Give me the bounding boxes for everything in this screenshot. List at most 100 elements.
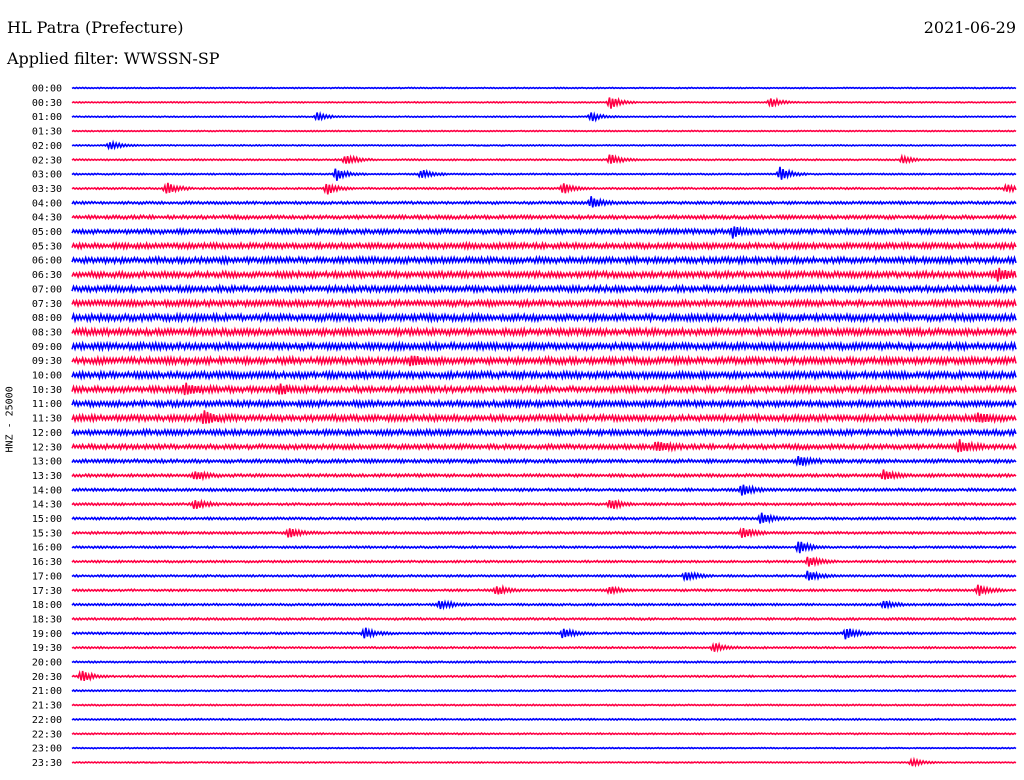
tick-label: 07:00 (32, 284, 62, 295)
trace-row-1400 (71, 484, 1017, 496)
trace-row-2000 (71, 660, 1017, 665)
trace-row-0830 (71, 325, 1017, 339)
trace-row-2200 (71, 717, 1017, 722)
tick-label: 12:30 (32, 442, 62, 453)
tick-label: 05:00 (32, 227, 62, 238)
trace-row-1130 (71, 410, 1017, 425)
trace-row-0800 (71, 311, 1017, 324)
trace-row-1100 (71, 398, 1017, 410)
trace-row-0630 (71, 267, 1017, 282)
tick-label: 07:30 (32, 299, 62, 310)
tick-label-group: 00:00 00:30 01:00 01:30 02:00 02:30 03:00 03:30… (32, 84, 62, 769)
trace-row-1230 (71, 439, 1017, 453)
trace-row-2300 (71, 746, 1017, 750)
trace-row-1730 (71, 583, 1017, 596)
tick-label: 14:00 (32, 485, 62, 496)
tick-label: 22:00 (32, 715, 62, 726)
trace-row-1830 (71, 616, 1017, 622)
tick-label: 18:30 (32, 614, 62, 625)
trace-row-2030 (71, 669, 1017, 682)
tick-label: 16:00 (32, 543, 62, 554)
tick-label: 10:00 (32, 371, 62, 382)
trace-row-2100 (71, 688, 1017, 693)
tick-label: 00:00 (32, 84, 62, 95)
tick-label: 11:00 (32, 399, 62, 410)
tick-label: 09:00 (32, 342, 62, 353)
tick-label: 17:00 (32, 571, 62, 582)
trace-row-2230 (71, 732, 1017, 736)
tick-label: 01:00 (32, 112, 62, 123)
trace-row-1030 (71, 382, 1017, 396)
tick-label: 08:30 (32, 327, 62, 338)
trace-row-0400 (71, 196, 1017, 208)
trace-row-1300 (71, 456, 1017, 468)
trace-row-0600 (71, 254, 1017, 266)
trace-row-1500 (71, 512, 1017, 525)
tick-label: 19:00 (32, 629, 62, 640)
trace-row-0230 (71, 153, 1017, 165)
tick-label: 20:30 (32, 672, 62, 683)
tick-label: 20:00 (32, 658, 62, 669)
record-date: 2021-06-29 (923, 18, 1016, 37)
tick-label: 09:30 (32, 356, 62, 367)
tick-label: 03:30 (32, 184, 62, 195)
trace-row-1930 (71, 641, 1017, 653)
trace-row-1900 (71, 627, 1017, 640)
tick-label: 14:30 (32, 500, 62, 511)
trace-row-1330 (71, 469, 1017, 482)
trace-row-0930 (71, 354, 1017, 367)
tick-label: 15:30 (32, 528, 62, 539)
trace-row-2130 (71, 703, 1017, 707)
trace-row-0730 (71, 297, 1017, 309)
trace-row-0700 (71, 283, 1017, 295)
trace-row-1000 (71, 368, 1017, 382)
tick-label: 18:00 (32, 600, 62, 611)
trace-row-0530 (71, 240, 1017, 252)
trace-row-1200 (71, 427, 1017, 438)
tick-label: 00:30 (32, 98, 62, 109)
tick-label: 05:30 (32, 241, 62, 252)
trace-row-0430 (71, 213, 1017, 221)
tick-label: 21:30 (32, 701, 62, 712)
trace-row-1600 (71, 541, 1017, 554)
filter-label: Applied filter: WWSSN-SP (7, 49, 220, 68)
trace-group (71, 86, 1017, 768)
tick-label: 06:30 (32, 270, 62, 281)
trace-row-2330 (71, 756, 1017, 768)
trace-row-0300 (71, 166, 1017, 181)
trace-row-1430 (71, 498, 1017, 511)
trace-row-0130 (71, 129, 1017, 133)
tick-label: 13:30 (32, 471, 62, 482)
trace-row-1700 (71, 570, 1017, 583)
tick-label: 04:00 (32, 198, 62, 209)
tick-label: 03:00 (32, 170, 62, 181)
trace-row-0500 (71, 225, 1017, 239)
trace-row-0200 (71, 139, 1017, 151)
tick-label: 23:00 (32, 744, 62, 755)
tick-label: 15:00 (32, 514, 62, 525)
tick-label: 17:30 (32, 586, 62, 597)
tick-label: 12:00 (32, 428, 62, 439)
trace-row-1800 (71, 599, 1017, 611)
trace-row-0330 (71, 182, 1017, 195)
tick-label: 01:30 (32, 127, 62, 138)
tick-label: 08:00 (32, 313, 62, 324)
trace-row-0100 (71, 111, 1017, 123)
tick-label: 21:00 (32, 686, 62, 697)
tick-label: 19:30 (32, 643, 62, 654)
trace-row-0030 (71, 96, 1017, 109)
station-title: HL Patra (Prefecture) (7, 18, 184, 37)
trace-row-0000 (71, 86, 1017, 90)
tick-label: 22:30 (32, 729, 62, 740)
tick-label: 23:30 (32, 758, 62, 769)
tick-label: 02:30 (32, 155, 62, 166)
tick-label: 04:30 (32, 213, 62, 224)
tick-label: 11:30 (32, 414, 62, 425)
trace-row-1630 (71, 556, 1017, 568)
tick-label: 16:30 (32, 557, 62, 568)
tick-label: 06:00 (32, 256, 62, 267)
tick-label: 10:30 (32, 385, 62, 396)
tick-label: 13:00 (32, 457, 62, 468)
tick-label: 02:00 (32, 141, 62, 152)
